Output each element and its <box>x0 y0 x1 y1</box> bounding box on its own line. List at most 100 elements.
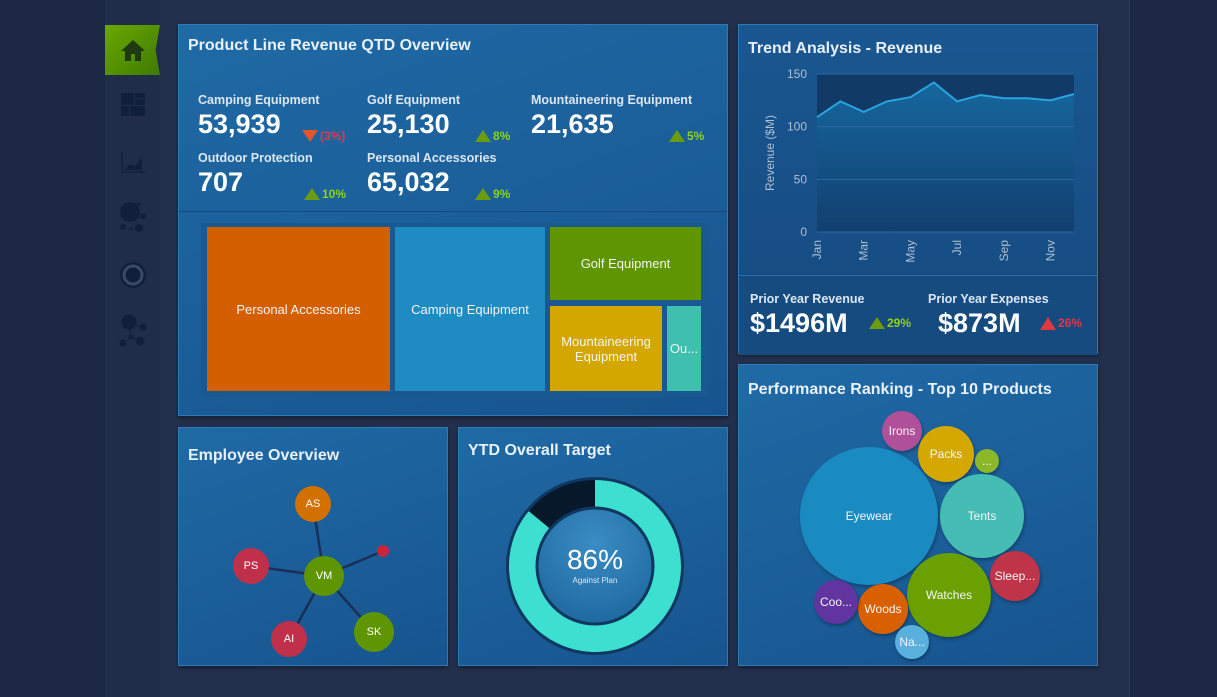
kpi-value: 21,635 <box>531 109 614 139</box>
bubble-label: Watches <box>925 588 973 602</box>
sidebar-item-donut[interactable] <box>105 250 160 300</box>
kpi-label: Outdoor Protection <box>198 151 313 165</box>
bubble-packs[interactable]: Packs <box>918 426 974 482</box>
kpi-golf: Golf Equipment 25,130 <box>367 93 460 140</box>
sidebar-item-home[interactable] <box>105 25 160 75</box>
bubble-label: Woods <box>864 602 902 616</box>
kpi-value: 65,032 <box>367 167 450 197</box>
bubble-watches[interactable]: Watches <box>907 553 991 637</box>
treemap-label: Camping Equipment <box>411 301 529 317</box>
bubble-sleep[interactable]: Sleep... <box>990 551 1040 601</box>
divider <box>179 211 727 212</box>
kpi-label: Golf Equipment <box>367 93 461 107</box>
bubble-woods[interactable]: Woods <box>858 584 908 634</box>
prior-expenses-label: Prior Year Expenses <box>928 292 1049 306</box>
bubble-na[interactable]: Na... <box>895 625 929 659</box>
kpi-label: Camping Equipment <box>198 93 320 107</box>
treemap-cell[interactable]: Ou... <box>667 306 701 391</box>
y-axis-label: Revenue ($M) <box>763 115 777 191</box>
x-tick-label: Mar <box>857 240 871 261</box>
treemap-label: Ou... <box>669 341 699 356</box>
x-tick-label: Jan <box>810 240 824 259</box>
gauge-fill <box>509 480 681 652</box>
sidebar-item-bubble[interactable] <box>105 192 160 242</box>
trend-panel: Trend Analysis - Revenue 0 50 100 150 Jan Mar… <box>738 24 1098 355</box>
panel-title: Employee Overview <box>188 447 340 464</box>
treemap-cell[interactable]: Mountaineering Equipment <box>550 306 662 391</box>
employee-panel: Employee Overview AS PS VM AI SK <box>178 427 448 666</box>
x-tick-label: Nov <box>1044 240 1058 261</box>
sidebar <box>105 0 160 697</box>
ytd-panel: YTD Overall Target 86% Against Plan <box>458 427 728 666</box>
node-label: AI <box>283 633 295 645</box>
node-label: PS <box>243 560 259 572</box>
kpi-personal: Personal Accessories 65,032 <box>367 151 496 198</box>
x-tick-label: May <box>903 240 917 263</box>
bubble-label: Tents <box>967 509 997 523</box>
network-node[interactable]: AI <box>271 621 307 657</box>
network-node[interactable]: PS <box>233 548 269 584</box>
treemap-cell[interactable]: Personal Accessories <box>207 227 390 391</box>
ytd-gauge <box>506 477 684 655</box>
delta-text: 5% <box>687 129 705 143</box>
sidebar-item-network[interactable] <box>105 305 160 355</box>
product-line-panel: Product Line Revenue QTD Overview Campin… <box>178 24 728 416</box>
y-tick-label: 100 <box>787 120 807 134</box>
kpi-outdoor: Outdoor Protection 707 <box>198 151 313 198</box>
employee-network-links <box>250 503 389 640</box>
kpi-mountaineering: Mountaineering Equipment 21,635 <box>531 93 692 140</box>
prior-revenue-label: Prior Year Revenue <box>750 292 865 306</box>
down-arrow-icon <box>302 130 318 142</box>
network-icon <box>119 314 146 347</box>
treemap-icon <box>120 93 145 116</box>
kpi-camping: Camping Equipment 53,939 <box>198 93 320 140</box>
kpi-value: 53,939 <box>198 109 281 139</box>
kpi-delta: 9% <box>475 187 510 201</box>
delta-text: (3%) <box>320 129 346 143</box>
x-tick-label: Sep <box>997 240 1011 262</box>
network-node[interactable]: AS <box>295 486 331 522</box>
up-arrow-icon <box>475 130 491 142</box>
prior-expenses-delta: 26% <box>1040 316 1082 330</box>
y-tick-label: 150 <box>787 67 807 81</box>
network-node[interactable]: VM <box>304 556 344 596</box>
network-node[interactable] <box>377 545 389 557</box>
treemap-cell[interactable]: Golf Equipment <box>550 227 701 300</box>
gauge-caption: Against Plan <box>572 576 618 585</box>
delta-text: 10% <box>322 187 347 201</box>
kpi-delta: (3%) <box>302 129 345 143</box>
bubble-eyewear[interactable]: Eyewear <box>800 447 938 585</box>
bubble-tents[interactable]: Tents <box>940 474 1024 558</box>
kpi-value: 25,130 <box>367 109 450 139</box>
delta-text: 29% <box>887 316 912 330</box>
sidebar-item-treemap[interactable] <box>105 80 160 130</box>
up-arrow-icon <box>869 317 885 329</box>
kpi-delta: 8% <box>475 129 510 143</box>
network-node[interactable]: SK <box>354 612 394 652</box>
up-arrow-icon <box>304 188 320 200</box>
trend-chart: 0 50 100 150 Jan Mar May Jul Sep Nov Revenue ($M) <box>763 67 1075 263</box>
panel-title: Product Line Revenue QTD Overview <box>188 37 471 54</box>
node-label: SK <box>366 626 382 638</box>
treemap-cell[interactable]: Camping Equipment <box>395 227 545 391</box>
panel-title: YTD Overall Target <box>468 442 611 459</box>
up-arrow-icon <box>669 130 685 142</box>
node-label: VM <box>315 570 333 582</box>
treemap-label: Golf Equipment <box>580 256 671 271</box>
ranking-panel: Performance Ranking - Top 10 Products Ey… <box>738 364 1098 666</box>
up-arrow-icon <box>475 188 491 200</box>
sidebar-item-area-chart[interactable] <box>105 137 160 187</box>
gauge-center <box>535 506 655 626</box>
up-arrow-icon <box>1040 316 1056 330</box>
kpi-label: Mountaineering Equipment <box>531 93 693 107</box>
y-tick-label: 50 <box>794 172 808 186</box>
bubble-coo[interactable]: Coo... <box>814 580 858 624</box>
bubble-label: ... <box>981 454 992 468</box>
bubble-[interactable]: ... <box>975 449 999 473</box>
bubble-label: Na... <box>899 635 925 649</box>
prior-revenue-delta: 29% <box>869 316 911 330</box>
revenue-line <box>816 81 1075 119</box>
delta-text: 26% <box>1058 316 1083 330</box>
node-label: AS <box>305 498 321 510</box>
bubble-irons[interactable]: Irons <box>882 411 922 451</box>
